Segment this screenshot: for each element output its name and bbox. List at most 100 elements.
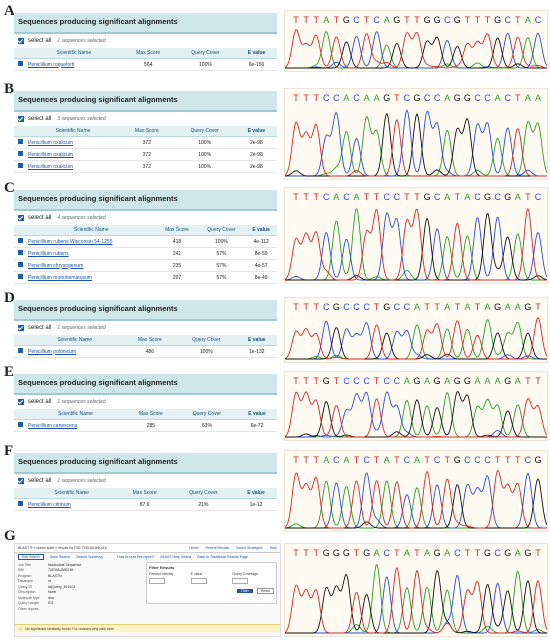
select-all-checkbox[interactable]: [18, 215, 24, 221]
col-query-cover[interactable]: Query Cover: [176, 409, 237, 420]
reset-button[interactable]: Reset: [256, 588, 274, 594]
select-all-label[interactable]: select all: [28, 116, 52, 122]
select-all-checkbox[interactable]: [18, 116, 24, 122]
col-scientific-name[interactable]: Scientific Name: [26, 488, 118, 499]
scientific-name-link[interactable]: Penicillium polonicum: [26, 345, 124, 358]
col-query-cover[interactable]: Query Cover: [171, 488, 235, 499]
search-summary-button[interactable]: Search Summary: [76, 554, 104, 559]
field-value[interactable]: BLASTN: [48, 573, 62, 578]
base-call: G: [434, 548, 441, 558]
query-coverage-from-input[interactable]: [232, 578, 249, 584]
edit-search-button[interactable]: Edit Search: [18, 553, 45, 560]
scientific-name-link[interactable]: Penicillium rubens Wisconsin 54-1255: [26, 235, 157, 248]
field-value[interactable]: nt: [48, 579, 51, 584]
percent-identity-from-input[interactable]: [149, 578, 165, 584]
save-search-button[interactable]: Save Search: [50, 554, 71, 559]
base-call: T: [303, 302, 309, 312]
saved-strategies-link[interactable]: Saved Strategies: [236, 546, 263, 550]
col-max-score[interactable]: Max Score: [156, 225, 198, 236]
select-all-label[interactable]: select all: [28, 478, 52, 484]
col-query-cover[interactable]: Query Cover: [197, 225, 246, 236]
col-max-score[interactable]: Max Score: [117, 488, 172, 499]
filter-button[interactable]: Filter: [237, 589, 253, 593]
e-value: 2e-98: [235, 160, 277, 173]
row-checkbox[interactable]: [17, 250, 23, 255]
select-all-checkbox[interactable]: [18, 325, 24, 331]
base-call: T: [465, 548, 471, 558]
row-checkbox[interactable]: [17, 163, 23, 168]
max-score: 207: [156, 271, 198, 284]
home-link[interactable]: Home: [189, 546, 199, 550]
trace-a: [285, 208, 547, 281]
row-checkbox[interactable]: [17, 151, 23, 156]
col-max-score[interactable]: Max Score: [123, 335, 176, 346]
base-call: A: [404, 548, 410, 558]
row-checkbox[interactable]: [17, 274, 23, 279]
col-query-cover[interactable]: Query Cover: [174, 48, 237, 59]
panel-letter-b: B: [4, 81, 15, 97]
base-call: C: [363, 302, 370, 312]
select-all-checkbox[interactable]: [18, 38, 24, 44]
select-all-checkbox[interactable]: [18, 478, 24, 484]
scientific-name-link[interactable]: Penicillium oxalicum: [26, 148, 121, 161]
base-call: T: [434, 302, 440, 312]
traditional-results-link[interactable]: Back to Traditional Results Page: [197, 554, 248, 559]
selected-count: 1 sequences selected: [57, 478, 106, 484]
col-e-value[interactable]: E value: [235, 126, 277, 137]
col-max-score[interactable]: Max Score: [120, 126, 174, 137]
help-link[interactable]: Help: [269, 546, 277, 550]
col-scientific-name[interactable]: Scientific Name: [26, 126, 121, 137]
base-call: A: [444, 548, 450, 558]
base-call: C: [434, 455, 441, 465]
row-checkbox[interactable]: [17, 238, 23, 243]
select-all-label[interactable]: select all: [28, 215, 52, 221]
help-videos-link[interactable]: BLAST Help Videos: [160, 554, 192, 559]
scientific-name-link[interactable]: Penicillium oxalicum: [26, 160, 121, 173]
scientific-name-link[interactable]: Penicillium chrysogenum: [26, 259, 157, 272]
field-value[interactable]: 7XEHAUMK016: [48, 568, 74, 573]
base-call: T: [525, 376, 531, 386]
scientific-name-link[interactable]: Penicillium mononematosum: [26, 271, 157, 284]
col-max-score[interactable]: Max Score: [121, 48, 175, 59]
select-all-label[interactable]: select all: [28, 399, 52, 405]
row-checkbox[interactable]: [17, 422, 23, 427]
max-score: 372: [120, 160, 174, 173]
scientific-name-link[interactable]: Penicillium roqueforti: [26, 58, 122, 71]
row-checkbox[interactable]: [17, 501, 23, 506]
base-call: A: [525, 15, 531, 25]
col-scientific-name[interactable]: Scientific Name: [26, 409, 125, 420]
col-scientific-name[interactable]: Scientific Name: [26, 335, 124, 346]
select-all-checkbox[interactable]: [18, 399, 24, 405]
e-value-from-input[interactable]: [190, 578, 207, 584]
col-max-score[interactable]: Max Score: [124, 409, 177, 420]
select-all-label[interactable]: select all: [28, 325, 52, 331]
row-checkbox[interactable]: [17, 348, 23, 353]
results-table: Scientific Name Max Score Query Cover E …: [14, 335, 277, 358]
col-e-value[interactable]: E value: [234, 488, 277, 499]
base-call: C: [424, 93, 431, 103]
scientific-name-link[interactable]: Penicillium rubens: [26, 247, 157, 260]
col-e-value[interactable]: E value: [245, 225, 277, 236]
row-checkbox[interactable]: [17, 61, 23, 66]
col-scientific-name[interactable]: Scientific Name: [26, 225, 157, 236]
base-call: G: [333, 302, 340, 312]
col-e-value[interactable]: E value: [236, 335, 277, 346]
scientific-name-link[interactable]: Penicillium canescens: [26, 419, 125, 432]
base-call: T: [313, 93, 319, 103]
select-all-label[interactable]: select all: [28, 38, 52, 44]
col-scientific-name[interactable]: Scientific Name: [26, 48, 122, 59]
help-read-link[interactable]: How to read this report?: [117, 554, 155, 559]
col-query-cover[interactable]: Query Cover: [175, 335, 237, 346]
scientific-name-link[interactable]: Penicillium oxalicum: [26, 136, 121, 149]
col-e-value[interactable]: E value: [236, 409, 277, 420]
job-field: Molecule type dna: [18, 595, 138, 601]
row-checkbox[interactable]: [17, 139, 23, 144]
scientific-name-link[interactable]: Penicillium citrinum: [26, 498, 118, 511]
base-call: T: [303, 376, 309, 386]
base-call: C: [323, 93, 330, 103]
recent-results-link[interactable]: Recent Results: [205, 546, 230, 550]
col-e-value[interactable]: E value: [236, 48, 277, 59]
col-query-cover[interactable]: Query Cover: [173, 126, 236, 137]
row-checkbox[interactable]: [17, 262, 23, 267]
